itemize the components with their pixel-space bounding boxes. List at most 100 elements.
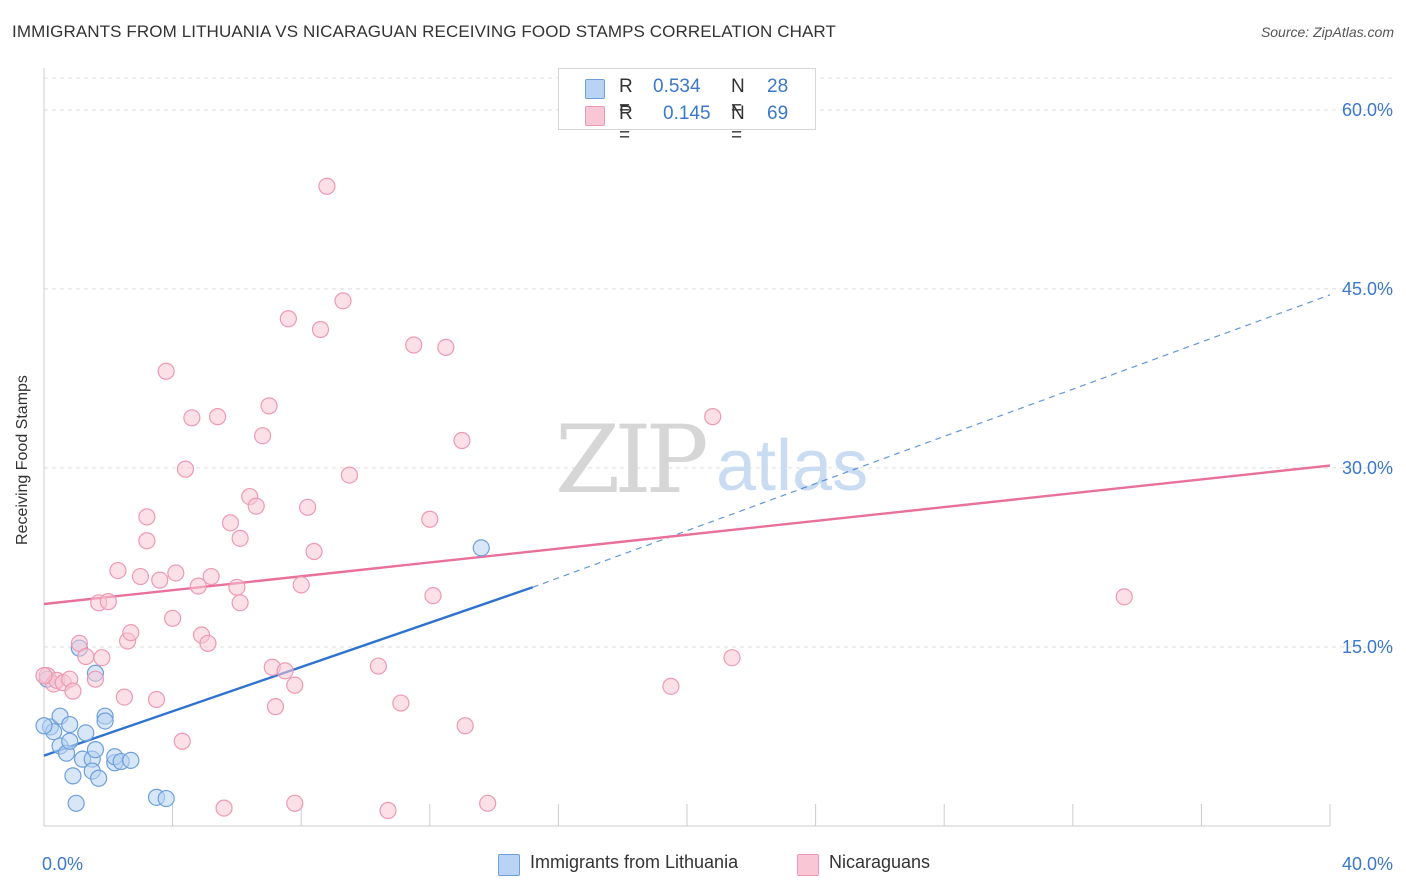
blue-data-point [77,724,95,742]
pink-data-point [109,561,127,580]
bottom-legend-label: Immigrants from Lithuania [530,852,739,872]
pink-data-point [164,609,182,627]
pink-data-point [228,578,246,596]
blue-data-point [35,717,53,735]
legend-r-value: 0.145 [663,103,711,124]
legend-r-label: R = [619,76,633,119]
pink-data-point [99,593,117,611]
pink-data-point [122,624,140,642]
source-label: Source: ZipAtlas.com [1260,24,1394,40]
watermark-atlas: atlas [716,426,868,506]
watermark: ZIP atlas [555,406,868,515]
pink-data-point [369,657,387,675]
pink-data-point [183,409,201,427]
pink-data-point [131,567,150,586]
blue-data-point [96,712,114,730]
correlation-legend: R = 0.534 N = 28 R = 0.145 N = 69 [558,68,816,146]
blue-data-point [67,794,85,812]
pink-data-point [231,594,249,612]
pink-data-point [379,801,397,820]
pink-data-point [311,320,330,339]
pink-data-point [286,676,304,694]
bottom-legend-label: Nicaraguans [829,852,931,872]
x-tick-label: 0.0% [42,854,83,874]
pink-data-point [209,408,227,426]
pink-data-point [93,649,111,667]
pink-data-point [723,649,741,667]
y-tick-label: 60.0% [1342,100,1393,120]
pink-data-point [276,662,294,680]
pink-data-point [456,717,474,735]
pink-data-point [221,514,240,532]
pink-data-point [77,647,95,666]
blue-data-point [64,767,82,785]
legend-swatch-blue [585,79,605,99]
bottom-legend-swatch-blue [498,854,520,876]
blue-data-point [157,789,175,808]
pink-data-point [405,336,423,354]
y-tick-label: 45.0% [1342,279,1393,299]
pink-data-point [1115,588,1133,606]
chart-title: IMMIGRANTS FROM LITHUANIA VS NICARAGUAN … [12,22,836,41]
pink-data-point [424,587,442,605]
tick-labels: 15.0% 30.0% 45.0% 60.0% 0.0% 40.0% [42,100,1393,874]
pink-data-point [157,362,175,380]
pink-data-point [138,508,156,526]
pink-data-point [147,690,166,709]
pink-data-point [260,397,278,415]
pink-data-point [334,292,352,310]
blue-data-point [472,539,490,557]
blue-data-point [90,769,108,787]
legend-n-label: N = [731,103,745,146]
legend-swatch-pink [585,106,605,126]
pink-data-point [138,532,156,550]
pink-data-point [662,677,680,695]
axes-layer [43,68,1331,827]
pink-data-point [202,567,220,586]
legend-r-value: 0.534 [653,76,701,97]
pink-data-point [318,177,336,195]
pink-data-point [167,564,185,582]
pink-data-point [286,794,304,812]
pink-data-point [173,732,191,750]
blue-trend-extension [532,294,1331,588]
watermark-zip: ZIP [555,406,705,515]
y-tick-label: 15.0% [1342,637,1393,657]
y-tick-label: 30.0% [1342,458,1393,478]
pink-data-point [247,497,265,515]
pink-trend-line [43,464,1331,606]
y-axis-label-text: Receiving Food Stamps [14,375,31,545]
pink-data-point [279,310,297,328]
blue-data-point [61,715,79,734]
pink-data-point [176,460,195,478]
legend-n-value: 28 [767,76,789,97]
pink-data-point [86,670,105,688]
pink-data-point [151,571,169,589]
data-points [35,177,1133,820]
legend-n-value: 69 [767,103,789,124]
pink-data-point [215,799,233,817]
pink-data-point [421,510,439,528]
pink-data-point [199,634,217,652]
pink-data-point [299,498,317,516]
blue-data-point [86,741,105,759]
pink-data-point [437,338,455,356]
pink-data-point [254,427,272,445]
pink-data-point [231,529,249,547]
bottom-legend-swatch-pink [797,854,819,876]
pink-data-point [64,682,82,700]
legend-r-label: R = [619,103,633,146]
grid-layer [44,77,1394,648]
pink-data-point [340,466,359,484]
legend-n-label: N = [731,76,745,119]
pink-data-point [292,576,310,594]
blue-data-point [61,732,79,750]
pink-data-point [453,431,471,450]
pink-data-point [189,577,207,595]
pink-data-point [115,688,133,706]
blue-data-point [122,751,140,769]
pink-data-point [35,667,53,685]
pink-data-point [392,694,410,712]
pink-data-point [479,794,497,812]
